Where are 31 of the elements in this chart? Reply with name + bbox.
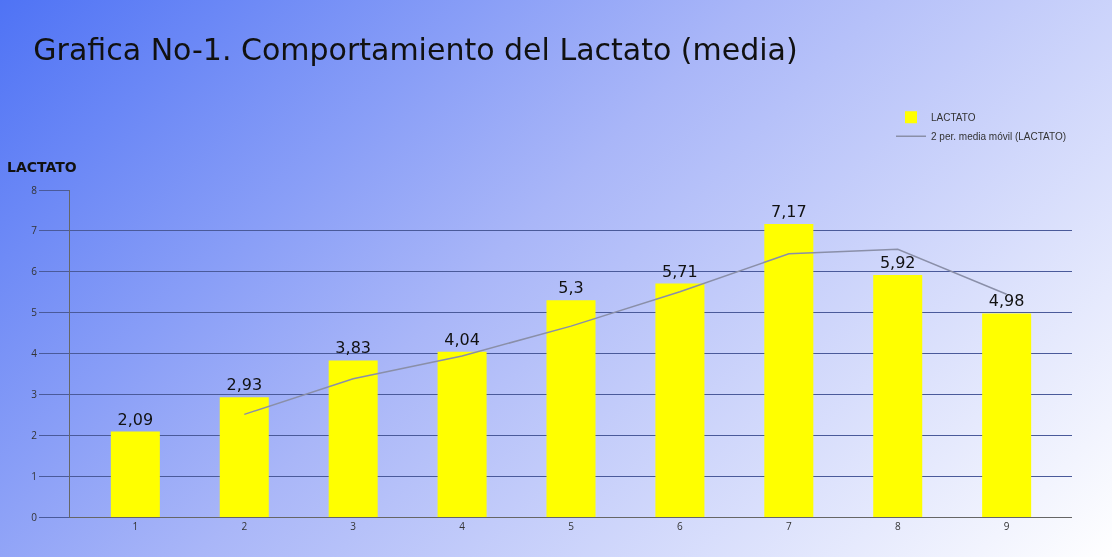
legend-label: 2 per. media móvil (LACTATO) <box>931 131 1067 143</box>
data-label: 4,04 <box>444 329 480 349</box>
y-tick-label: 6 <box>31 264 38 279</box>
x-tick-label: 3 <box>350 519 357 533</box>
chart-title: Grafica No-1. Comportamiento del Lactato (media) <box>33 31 798 67</box>
x-tick-label: 7 <box>785 519 792 533</box>
data-label: 3,83 <box>335 338 371 358</box>
legend-label: LACTATO <box>931 112 976 124</box>
data-label: 4,98 <box>988 291 1025 311</box>
data-label: 2,09 <box>117 409 154 429</box>
y-tick-label: 8 <box>31 182 38 197</box>
data-label: 5,71 <box>662 261 698 281</box>
y-tick-label: 2 <box>31 427 38 442</box>
x-tick-label: 1 <box>132 519 139 533</box>
x-tick-label: 4 <box>459 519 466 533</box>
y-tick-label: 7 <box>31 223 38 238</box>
data-label: 5,3 <box>558 278 584 298</box>
y-tick-label: 1 <box>31 468 37 483</box>
data-label: 5,92 <box>879 253 916 273</box>
y-tick-label: 5 <box>31 305 38 320</box>
data-label: 7,17 <box>771 201 807 221</box>
y-tick-label: 0 <box>31 509 38 524</box>
y-tick-label: 4 <box>31 346 38 360</box>
y-tick-label: 3 <box>31 386 38 401</box>
x-tick-label: 5 <box>568 519 575 533</box>
x-tick-label: 8 <box>894 519 901 533</box>
x-tick-label: 2 <box>241 519 248 533</box>
x-tick-label: 6 <box>677 519 684 533</box>
data-label: 2,93 <box>226 375 263 395</box>
y-axis-title: LACTATO <box>7 159 77 175</box>
x-tick-label: 9 <box>1003 519 1010 533</box>
